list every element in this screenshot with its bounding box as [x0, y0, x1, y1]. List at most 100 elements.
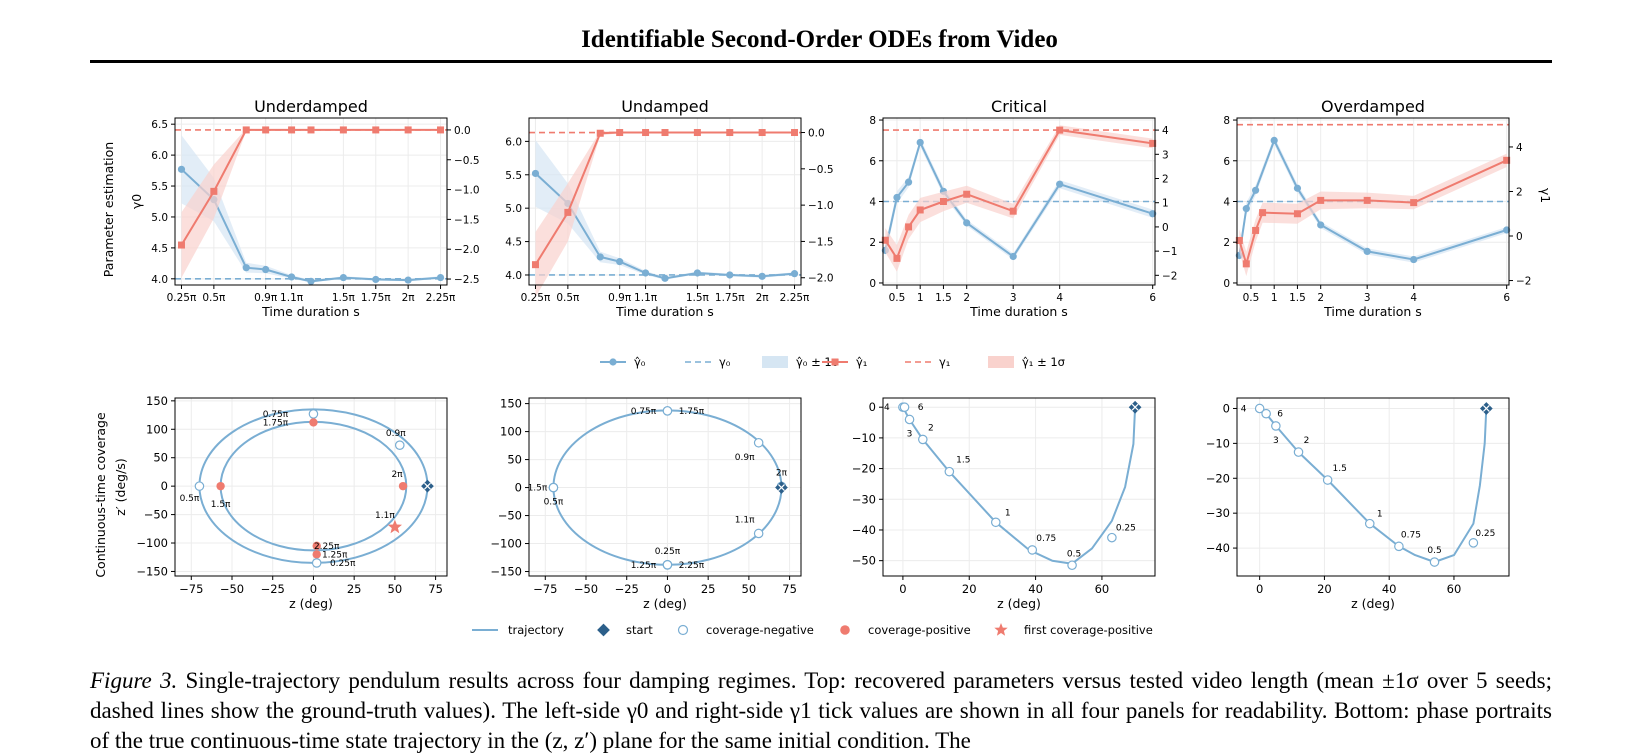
y2-tick-label: 0 [1516, 231, 1523, 243]
x-tick-label: 1.1π [280, 292, 304, 304]
coverage-positive-point [398, 481, 408, 491]
first-coverage-positive-point [387, 519, 402, 534]
coverage-negative-point [1293, 447, 1304, 457]
gamma1-point [791, 129, 799, 137]
x-tick-label: −25 [261, 582, 285, 596]
gamma1-point [531, 261, 539, 269]
gamma0-point [1410, 255, 1418, 264]
x-axis-label: z (deg) [997, 596, 1041, 611]
coverage-negative-point [1394, 541, 1404, 552]
y2-tick-label: 3 [1162, 149, 1169, 161]
coverage-positive-point [216, 481, 225, 491]
x-tick-label: 4 [1056, 292, 1063, 304]
coverage-negative-point [662, 560, 673, 570]
param-panel-undamped: Undamped 0.25π 0.5π 0.9π 1.1π 1.5π 1.75π 2π 2.25… [505, 97, 833, 319]
gamma1-point [939, 198, 947, 205]
point-label: 2.25π [679, 561, 705, 571]
coverage-negative-point [1429, 557, 1440, 567]
point-label: 0.25 [1116, 524, 1136, 534]
x-tick-label: 0.5π [556, 292, 580, 304]
coverage-negative-point [753, 528, 764, 539]
gamma0-point [904, 178, 913, 186]
coverage-negative-point [918, 434, 928, 445]
gamma1-point [1242, 260, 1250, 268]
x-tick-label: 4 [1410, 292, 1417, 304]
gamma1-point [726, 129, 734, 137]
coverage-negative-point [1254, 403, 1265, 414]
x-tick-label: 6 [1149, 292, 1156, 304]
gamma0-point [596, 253, 604, 261]
point-label: 2 [1304, 436, 1310, 446]
y-tick-label: 0 [1223, 401, 1230, 415]
x-tick-label: 40 [1382, 582, 1397, 596]
y-tick-label: 2 [869, 237, 876, 249]
y2-tick-label: 2 [1516, 186, 1523, 198]
gamma1-point [881, 236, 889, 244]
legend-band [762, 356, 788, 368]
gamma1-point [564, 208, 572, 216]
x-tick-label: 1 [917, 292, 924, 304]
x-tick-label: 20 [962, 582, 977, 596]
gamma0-point [758, 272, 766, 280]
x-tick-label: 2 [963, 292, 970, 304]
y2-tick-label: −2.0 [808, 273, 834, 285]
x-tick-label: 0.25π [167, 292, 197, 304]
x-tick-label: 1 [1271, 292, 1278, 304]
trajectory [1259, 407, 1488, 563]
gamma0-point [262, 265, 270, 274]
coverage-negative-point [1468, 538, 1479, 548]
y2-tick-label: −1.5 [454, 214, 480, 226]
legend-label: coverage-negative [706, 623, 814, 637]
y-tick-label: 4 [1223, 197, 1230, 209]
axes-frame [1236, 397, 1510, 577]
y2-tick-label: −0.5 [808, 164, 834, 176]
trajectory [902, 406, 1137, 565]
start-marker-cross [424, 482, 431, 490]
y-tick-label: 6.0 [151, 150, 168, 162]
x-tick-label: 1.5π [686, 292, 710, 304]
coverage-negative-point [1261, 408, 1271, 419]
gamma1-point [1009, 207, 1017, 215]
y-tick-label: 5.0 [151, 212, 168, 224]
x-tick-label: 1.5 [1289, 292, 1306, 304]
y-tick-label: 100 [146, 422, 168, 436]
point-label: 3 [907, 429, 913, 439]
gamma0-point [372, 275, 380, 284]
start-marker-cross [1131, 403, 1139, 411]
gamma1-point [288, 126, 296, 134]
y-tick-label: −20 [852, 462, 876, 476]
gamma0-point [339, 273, 347, 282]
axes-frame [528, 397, 802, 577]
gamma1-point [758, 129, 766, 137]
x-tick-label: 0.5π [202, 292, 226, 304]
legend-filled [840, 625, 850, 635]
point-label: 0.5π [544, 498, 564, 508]
legend-label: first coverage-positive [1024, 623, 1153, 637]
legend-label: γ̂₁ ± 1σ [1022, 355, 1065, 369]
gamma1-mean-line [534, 131, 795, 266]
point-label: 1.5π [528, 484, 548, 494]
title-rule [90, 60, 1552, 63]
x-tick-label: −75 [179, 582, 203, 596]
point-label: 2π [776, 468, 788, 478]
point-label: 0.75 [1036, 534, 1056, 544]
start-marker-cross [778, 484, 785, 491]
gamma1-point [1503, 156, 1511, 164]
gamma1-point [642, 129, 650, 137]
gamma0-point [693, 269, 701, 277]
gamma1-point [1317, 196, 1325, 204]
point-label: 1.25π [322, 550, 348, 560]
legend-label: coverage-positive [868, 623, 971, 637]
y-tick-label: 50 [153, 451, 168, 465]
x-tick-label: 25 [347, 582, 362, 596]
gamma1-point [177, 241, 185, 249]
y2-tick-label: −2.0 [454, 244, 480, 256]
coverage-negative-point [1322, 475, 1333, 485]
x-tick-label: 0.5 [1243, 292, 1260, 304]
point-label: 2 [928, 423, 934, 433]
x-axis-label: Time duration s [969, 304, 1068, 319]
gamma0-band [885, 138, 1153, 260]
panel-title: Undamped [621, 97, 709, 116]
y2-tick-label: 1 [1162, 198, 1169, 210]
